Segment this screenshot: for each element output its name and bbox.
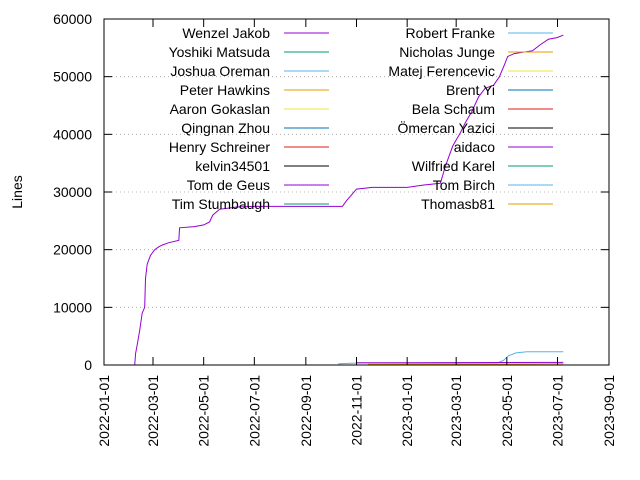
legend-label: Matej Ferencevic	[388, 63, 495, 79]
legend-label: Thomasb81	[421, 196, 495, 212]
y-tick-label: 60000	[53, 11, 92, 27]
grid-lines	[104, 76, 609, 308]
series-line	[134, 34, 564, 366]
legend-label: kelvin34501	[195, 158, 270, 174]
legend-label: aidaco	[454, 139, 495, 155]
x-axis-ticks: 2022-01-01 2022-03-01 2022-05-01 2022-07-01…	[96, 19, 617, 447]
y-tick-label: 50000	[53, 69, 92, 85]
x-tick-label: 2022-07-01	[246, 375, 262, 447]
legend-label: Robert Franke	[406, 25, 496, 41]
legend-label: Henry Schreiner	[169, 139, 270, 155]
x-tick-label: 2023-03-01	[448, 375, 464, 447]
x-tick-label: 2023-07-01	[550, 375, 566, 447]
legend-label: Yoshiki Matsuda	[169, 44, 271, 60]
x-tick-label: 2022-05-01	[196, 375, 212, 447]
x-tick-label: 2022-03-01	[145, 375, 161, 447]
series-line	[338, 351, 564, 365]
legend-label: Brent Yi	[446, 82, 495, 98]
y-axis-ticks: 0 10000 20000 30000 40000 50000 60000	[53, 11, 609, 373]
legend-label: Nicholas Junge	[399, 44, 495, 60]
x-tick-label: 2022-09-01	[298, 375, 314, 447]
x-tick-label: 2023-09-01	[601, 375, 617, 447]
series-line	[368, 363, 564, 365]
y-tick-label: 30000	[53, 184, 92, 200]
legend-label: Aaron Gokaslan	[170, 101, 270, 117]
legend-label: Tom Birch	[433, 177, 495, 193]
y-axis-label: Lines	[9, 175, 25, 208]
legend: Wenzel Jakob Yoshiki Matsuda Joshua Oreman…	[169, 25, 553, 212]
y-tick-label: 10000	[53, 299, 92, 315]
legend-label: Joshua Oreman	[170, 63, 270, 79]
x-tick-label: 2022-01-01	[96, 375, 112, 447]
legend-label: Wenzel Jakob	[182, 25, 270, 41]
legend-label: Tom de Geus	[187, 177, 270, 193]
legend-label: Wilfried Karel	[412, 158, 495, 174]
legend-label: Ömercan Yazici	[397, 119, 495, 136]
y-tick-label: 0	[84, 357, 92, 373]
legend-label: Qingnan Zhou	[181, 120, 270, 136]
x-tick-label: 2023-01-01	[399, 375, 415, 447]
legend-label: Tim Stumbaugh	[172, 196, 270, 212]
y-tick-label: 40000	[53, 126, 92, 142]
y-tick-label: 20000	[53, 242, 92, 258]
x-tick-label: 2022-11-01	[349, 375, 365, 446]
x-tick-label: 2023-05-01	[499, 375, 515, 447]
legend-label: Bela Schaum	[412, 101, 495, 117]
legend-label: Peter Hawkins	[180, 82, 270, 98]
